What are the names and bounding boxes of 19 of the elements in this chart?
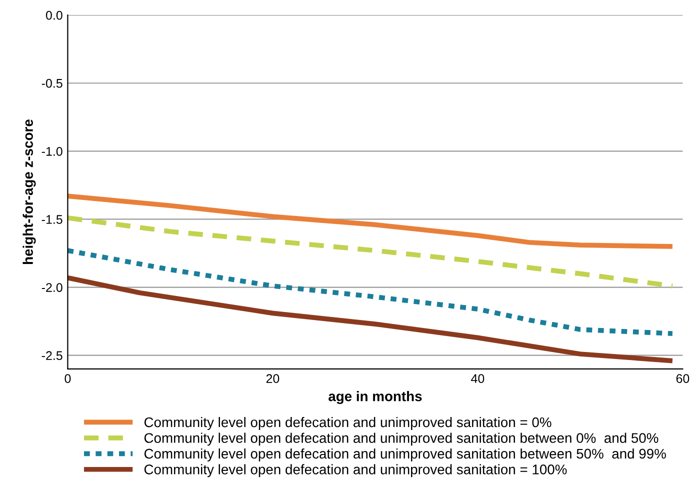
legend-label: Community level open defecation and unimproved sanitation between 0% and 50% <box>144 432 658 446</box>
y-tick-label: -2.0 <box>42 283 62 292</box>
x-tick-label: 0 <box>64 374 71 384</box>
y-tick-label: -1.5 <box>42 215 62 224</box>
legend-label: Community level open defecation and unimproved sanitation = 0% <box>144 416 552 430</box>
x-tick-label: 60 <box>676 374 690 384</box>
y-axis-title: height-for-age z-score <box>22 120 36 264</box>
line-series <box>68 275 675 364</box>
x-tick-label: 40 <box>471 374 484 384</box>
line-series <box>68 215 675 288</box>
line-series <box>68 248 675 336</box>
y-tick-label: 0.0 <box>46 10 62 20</box>
y-tick-label: -1.0 <box>42 146 62 156</box>
x-axis-title: age in months <box>328 391 422 404</box>
y-tick-label: -2.5 <box>42 351 62 360</box>
y-tick-label: -0.5 <box>42 78 62 88</box>
legend-label: Community level open defecation and unimproved sanitation = 100% <box>144 464 567 478</box>
legend-label: Community level open defecation and unimproved sanitation between 50% and 99% <box>144 448 666 462</box>
x-tick-label: 20 <box>266 374 280 384</box>
